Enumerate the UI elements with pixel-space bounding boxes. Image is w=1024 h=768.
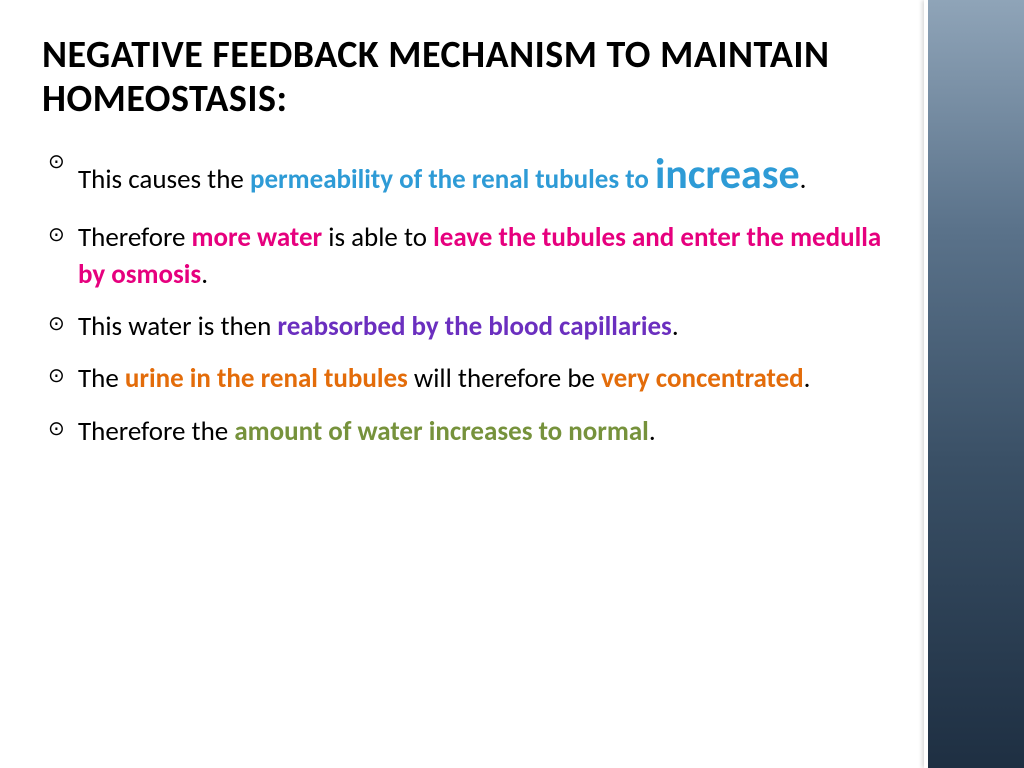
slide: NEGATIVE FEEDBACK MECHANISM TO MAINTAIN …	[0, 0, 1024, 768]
text-run: This causes the	[78, 163, 250, 196]
decorative-sidebar	[924, 0, 1024, 768]
text-run: This water is then	[78, 310, 277, 343]
text-run: .	[672, 310, 679, 343]
highlight-green: amount of water increases to normal	[234, 415, 649, 448]
bullet-item: This water is then reabsorbed by the blo…	[48, 309, 894, 345]
bullet-item: Therefore more water is able to leave th…	[48, 220, 894, 293]
text-run: .	[649, 415, 656, 448]
highlight-blue-large: increase	[655, 149, 800, 200]
highlight-pink: more water	[192, 221, 323, 254]
bullet-item: This causes the permeability of the rena…	[48, 147, 894, 204]
text-run: Therefore the	[78, 415, 234, 448]
bullet-item: The urine in the renal tubules will ther…	[48, 361, 894, 397]
slide-title: NEGATIVE FEEDBACK MECHANISM TO MAINTAIN …	[42, 34, 894, 121]
highlight-orange: urine in the renal tubules	[125, 362, 408, 395]
highlight-orange: very concentrated	[601, 362, 804, 395]
text-run: .	[201, 258, 208, 291]
highlight-purple: reabsorbed by the blood capillaries	[277, 310, 671, 343]
text-run: Therefore	[78, 221, 192, 254]
text-run: .	[804, 362, 811, 395]
text-run: The	[78, 362, 125, 395]
text-run: is able to	[322, 221, 433, 254]
content-area: NEGATIVE FEEDBACK MECHANISM TO MAINTAIN …	[0, 0, 924, 768]
highlight-blue: permeability of the renal tubules to	[250, 163, 655, 196]
text-run: will therefore be	[408, 362, 601, 395]
bullet-item: Therefore the amount of water increases …	[48, 414, 894, 450]
bullet-list: This causes the permeability of the rena…	[42, 147, 894, 450]
text-run: .	[800, 163, 807, 196]
